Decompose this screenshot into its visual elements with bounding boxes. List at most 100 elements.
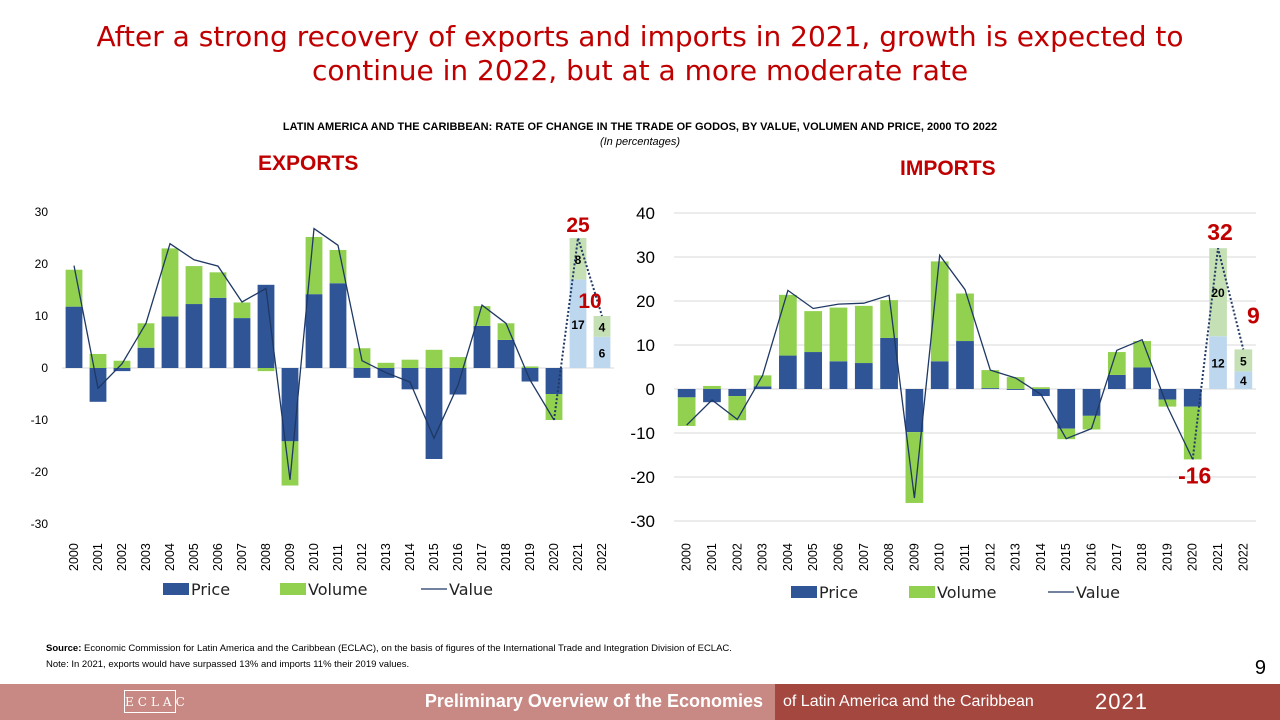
price-bar bbox=[137, 347, 155, 368]
footnote: Note: In 2021, exports would have surpas… bbox=[46, 659, 410, 670]
x-tick-label: 2002 bbox=[115, 543, 129, 571]
x-tick-label: 2004 bbox=[781, 543, 795, 571]
x-tick-label: 2009 bbox=[907, 543, 921, 571]
x-tick-label: 2000 bbox=[680, 543, 694, 571]
source-note: Source: Economic Commission for Latin Am… bbox=[46, 643, 732, 654]
eclac-logo: ECLAC bbox=[124, 690, 185, 713]
price-bar bbox=[1209, 336, 1227, 389]
volume-bar bbox=[753, 375, 772, 387]
x-tick-label: 2001 bbox=[705, 543, 719, 571]
x-tick-label: 2011 bbox=[331, 544, 345, 571]
y-tick-label: 10 bbox=[35, 309, 49, 323]
source-label: Source: bbox=[46, 643, 82, 654]
price-data-label: 17 bbox=[571, 318, 585, 332]
volume-bar bbox=[1057, 428, 1076, 440]
price-bar bbox=[1057, 389, 1076, 429]
price-bar bbox=[1133, 367, 1151, 389]
y-tick-label: 20 bbox=[636, 292, 655, 311]
x-tick-label: 2022 bbox=[595, 543, 609, 571]
volume-bar bbox=[329, 249, 347, 284]
price-bar bbox=[113, 368, 131, 372]
price-bar bbox=[1032, 389, 1050, 397]
price-bar bbox=[880, 337, 898, 389]
y-tick-label: 40 bbox=[636, 204, 655, 223]
x-tick-label: 2019 bbox=[523, 543, 537, 571]
x-tick-label: 2021 bbox=[1211, 543, 1225, 571]
x-tick-label: 2010 bbox=[307, 543, 321, 571]
y-tick-label: 0 bbox=[41, 361, 48, 375]
y-tick-label: -20 bbox=[31, 465, 49, 479]
footer-banner-year: 2021 bbox=[1095, 689, 1148, 714]
footer-banner-subtitle: of Latin America and the Caribbean bbox=[783, 693, 1034, 710]
exports-panel-title: EXPORTS bbox=[258, 152, 359, 175]
footer-banner-right: of Latin America and the Caribbean 2021 bbox=[775, 684, 1280, 720]
price-bar bbox=[703, 389, 721, 403]
volume-bar bbox=[521, 366, 539, 368]
volume-bar bbox=[1006, 377, 1025, 389]
volume-bar bbox=[1158, 399, 1177, 407]
x-tick-label: 2007 bbox=[235, 543, 249, 571]
x-tick-label: 2016 bbox=[1085, 543, 1099, 571]
volume-bar bbox=[425, 349, 443, 368]
price-bar bbox=[829, 361, 848, 389]
price-bar bbox=[257, 284, 275, 368]
volume-bar bbox=[377, 362, 395, 368]
value-highlight-label: 32 bbox=[1207, 219, 1233, 245]
price-bar bbox=[779, 355, 797, 389]
legend-label-volume: Volume bbox=[937, 583, 997, 602]
value-highlight-label: -16 bbox=[1178, 462, 1211, 488]
price-bar bbox=[956, 341, 974, 389]
y-tick-label: -20 bbox=[630, 468, 655, 487]
y-tick-label: -10 bbox=[31, 413, 49, 427]
x-tick-label: 2003 bbox=[756, 543, 770, 571]
volume-bar bbox=[1209, 248, 1227, 337]
x-tick-label: 2000 bbox=[67, 543, 81, 571]
y-tick-label: 0 bbox=[646, 380, 655, 399]
legend-label-price: Price bbox=[191, 580, 230, 599]
volume-bar bbox=[779, 294, 797, 356]
x-tick-label: 2016 bbox=[451, 543, 465, 571]
x-tick-label: 2015 bbox=[1059, 543, 1073, 571]
legend-swatch-price bbox=[163, 583, 189, 595]
source-text: Economic Commission for Latin America an… bbox=[81, 643, 732, 654]
volume-bar bbox=[1082, 415, 1101, 430]
price-bar bbox=[728, 389, 747, 397]
page-number: 9 bbox=[1254, 657, 1266, 679]
legend-swatch-volume bbox=[909, 586, 935, 598]
value-highlight-label: 9 bbox=[1247, 302, 1260, 328]
price-bar bbox=[593, 336, 611, 368]
value-highlight-label: 25 bbox=[566, 214, 590, 237]
x-tick-label: 2021 bbox=[571, 543, 585, 571]
price-bar bbox=[753, 386, 772, 389]
price-bar bbox=[89, 368, 107, 402]
volume-bar bbox=[497, 323, 515, 340]
legend-label-volume: Volume bbox=[308, 580, 368, 599]
price-data-label: 12 bbox=[1211, 357, 1225, 371]
price-bar bbox=[209, 297, 227, 368]
price-bar bbox=[161, 316, 179, 368]
x-tick-label: 2004 bbox=[163, 543, 177, 571]
volume-bar bbox=[956, 293, 974, 342]
x-tick-label: 2017 bbox=[475, 543, 489, 571]
volume-bar bbox=[281, 441, 299, 486]
volume-bar bbox=[185, 266, 203, 305]
footer-banner-left: ECLAC Preliminary Overview of the Econom… bbox=[0, 684, 775, 720]
value-line-projection bbox=[553, 237, 603, 421]
x-tick-label: 2008 bbox=[882, 543, 896, 571]
x-tick-label: 2013 bbox=[379, 543, 393, 571]
legend-label-value: Value bbox=[449, 580, 493, 599]
price-bar bbox=[1107, 374, 1126, 389]
y-tick-label: 10 bbox=[636, 336, 655, 355]
price-bar bbox=[425, 368, 443, 459]
price-bar bbox=[497, 339, 515, 368]
y-tick-label: 20 bbox=[35, 257, 49, 271]
volume-bar bbox=[65, 269, 83, 307]
x-tick-label: 2008 bbox=[259, 543, 273, 571]
imports-panel-title: IMPORTS bbox=[900, 157, 996, 180]
legend-label-price: Price bbox=[819, 583, 858, 602]
footer-banner-title: Preliminary Overview of the Economies bbox=[424, 691, 763, 711]
volume-bar bbox=[1234, 349, 1253, 372]
volume-bar bbox=[804, 311, 823, 353]
volume-bar bbox=[703, 385, 721, 389]
volume-bar bbox=[728, 396, 747, 421]
